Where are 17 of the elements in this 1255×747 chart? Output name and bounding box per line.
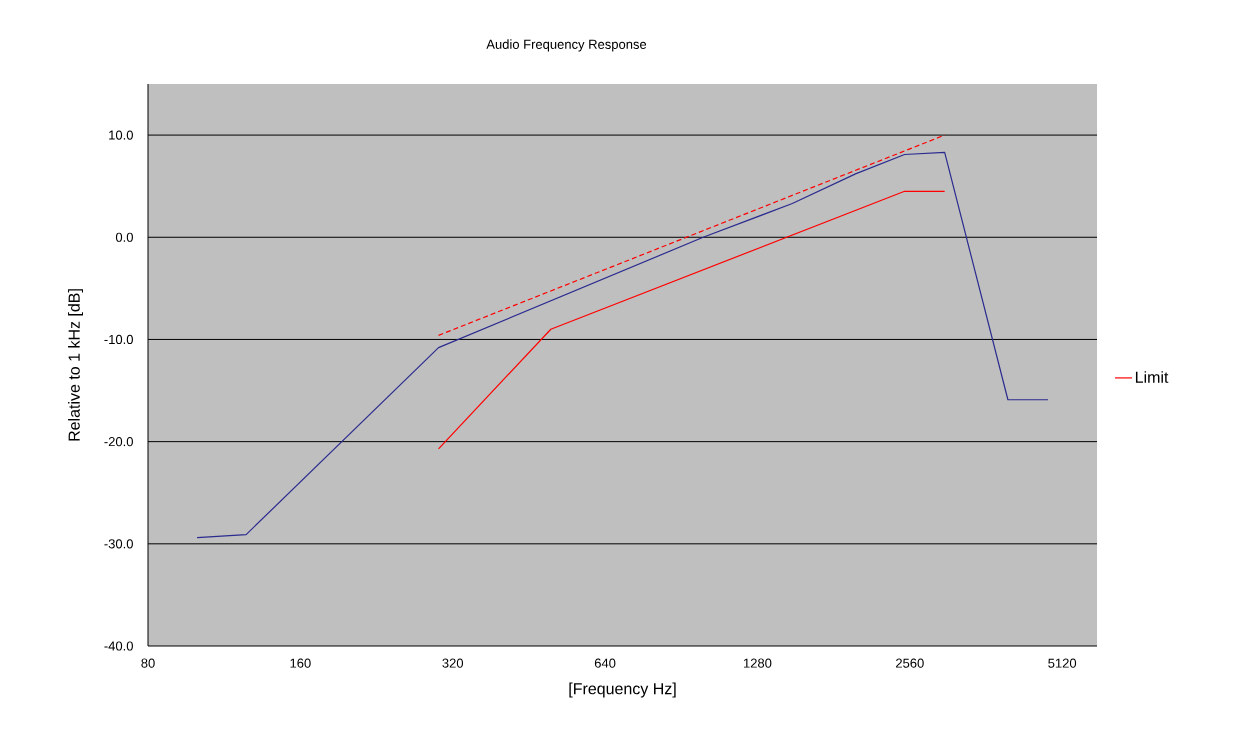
chart-title: Audio Frequency Response (486, 39, 647, 52)
y-tick-label: -30.0 (104, 539, 133, 549)
y-tick-label: -20.0 (104, 437, 133, 447)
legend-label: Limit (1135, 371, 1169, 383)
y-axis-title: Relative to 1 kHz [dB] (68, 289, 83, 441)
x-axis-title: [Frequency Hz] (569, 682, 676, 698)
x-tick-label: 320 (442, 658, 464, 668)
x-tick-label: 1280 (743, 658, 772, 668)
x-tick-label: 5120 (1048, 658, 1077, 668)
x-tick-label: 160 (290, 658, 311, 668)
x-tick-label: 640 (594, 658, 616, 668)
x-tick-label: 2560 (896, 658, 924, 668)
y-tick-label: 0.0 (115, 232, 133, 242)
y-tick-label: -40.0 (104, 641, 133, 651)
y-tick-label: -10.0 (104, 334, 133, 345)
x-tick-label: 80 (141, 658, 155, 668)
y-tick-label: 10.0 (109, 130, 133, 140)
